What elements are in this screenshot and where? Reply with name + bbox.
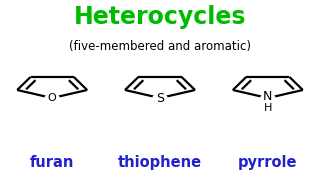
Text: (five-membered and aromatic): (five-membered and aromatic) [69,40,251,53]
Text: thiophene: thiophene [118,155,202,170]
Text: H: H [264,103,272,113]
Text: pyrrole: pyrrole [238,155,298,170]
Circle shape [45,94,59,102]
Circle shape [153,94,167,102]
Text: O: O [48,93,57,103]
Circle shape [261,94,275,102]
Text: furan: furan [30,155,74,170]
Text: S: S [156,92,164,105]
Text: N: N [263,90,273,103]
Text: Heterocycles: Heterocycles [74,5,246,29]
